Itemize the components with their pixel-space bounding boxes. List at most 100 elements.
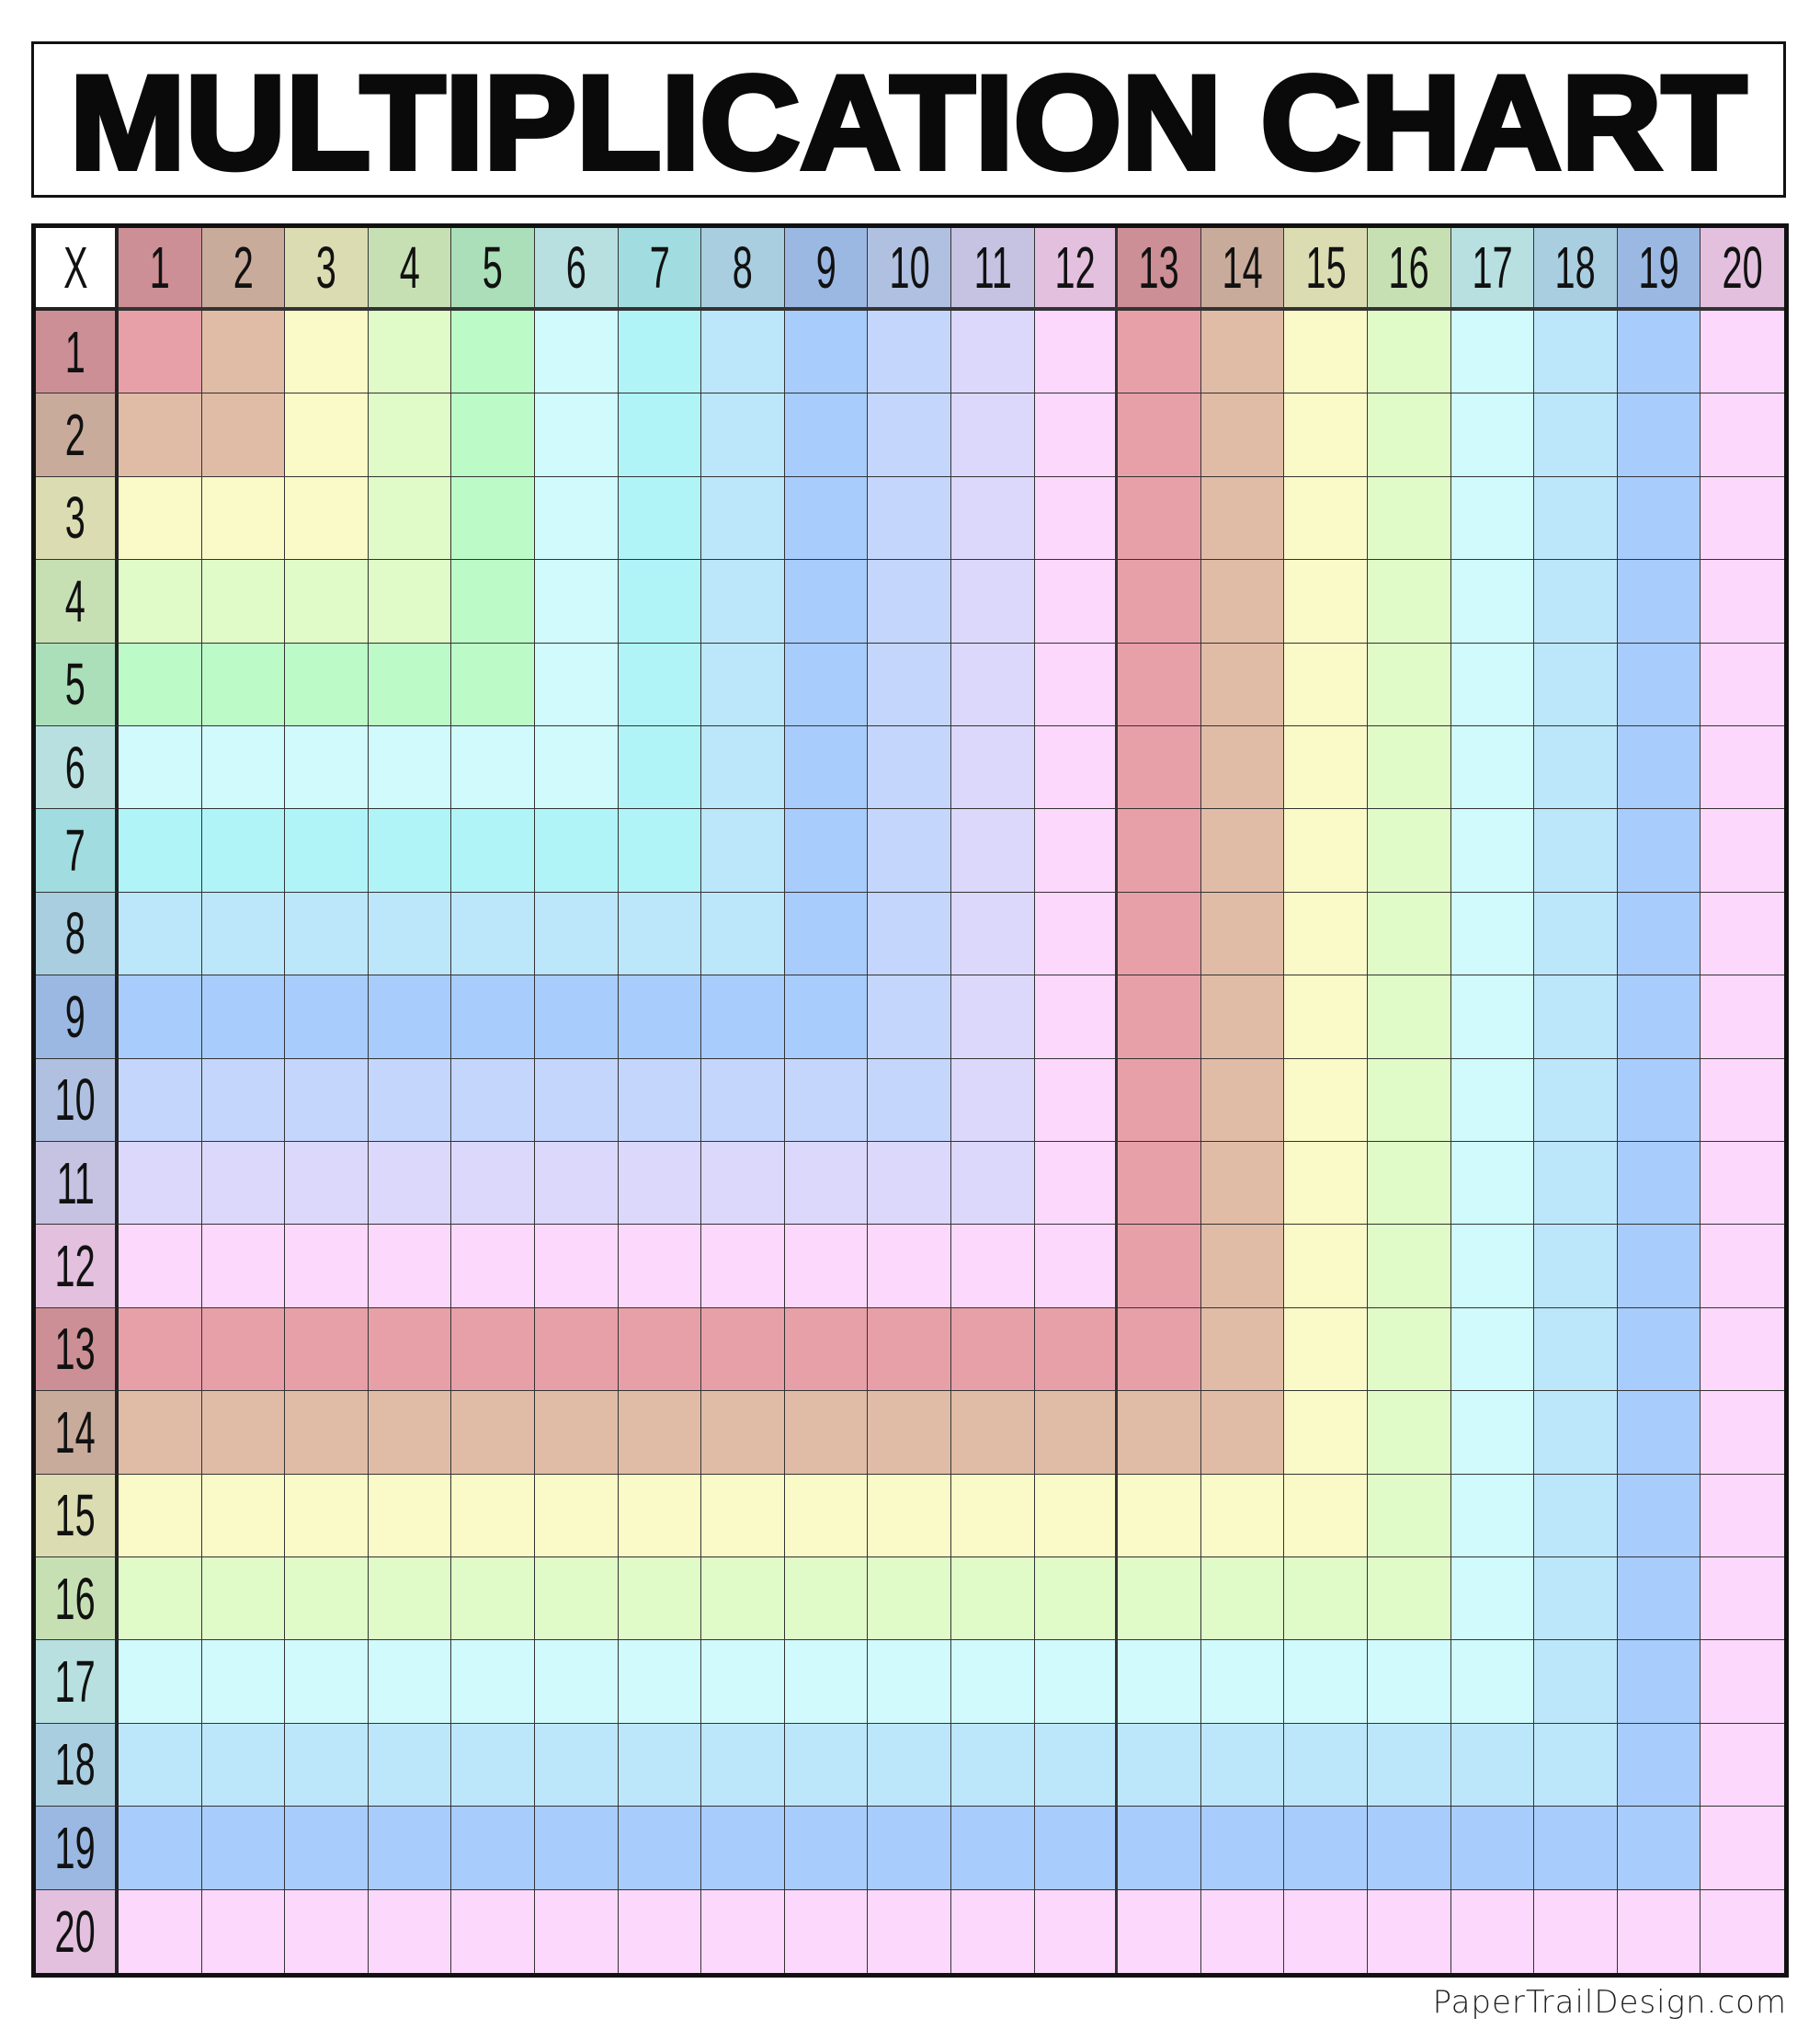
- product-cell[interactable]: [1284, 1474, 1368, 1557]
- product-cell[interactable]: [1450, 1142, 1535, 1226]
- product-cell[interactable]: [1450, 1474, 1535, 1557]
- product-cell[interactable]: [534, 1723, 619, 1807]
- product-cell[interactable]: [1284, 643, 1368, 726]
- product-cell[interactable]: [368, 1307, 452, 1392]
- product-cell[interactable]: [285, 1889, 369, 1973]
- product-cell[interactable]: [784, 1225, 869, 1308]
- product-cell[interactable]: [1534, 1142, 1618, 1226]
- product-cell[interactable]: [1617, 311, 1701, 394]
- product-cell[interactable]: [451, 1474, 535, 1557]
- product-cell[interactable]: [701, 476, 785, 561]
- product-cell[interactable]: [119, 975, 202, 1059]
- product-cell[interactable]: [701, 1474, 785, 1557]
- product-cell[interactable]: [868, 393, 951, 477]
- product-cell[interactable]: [618, 1142, 702, 1226]
- product-cell[interactable]: [368, 1058, 452, 1142]
- product-cell[interactable]: [285, 1557, 369, 1641]
- product-cell[interactable]: [1284, 1225, 1368, 1308]
- product-cell[interactable]: [1118, 643, 1201, 726]
- product-cell[interactable]: [285, 726, 369, 810]
- product-cell[interactable]: [534, 1142, 619, 1226]
- product-cell[interactable]: [1701, 311, 1784, 394]
- product-cell[interactable]: [1284, 809, 1368, 893]
- product-cell[interactable]: [1617, 1474, 1701, 1557]
- product-cell[interactable]: [701, 311, 785, 394]
- product-cell[interactable]: [1450, 975, 1535, 1059]
- product-cell[interactable]: [950, 476, 1035, 561]
- product-cell[interactable]: [701, 1557, 785, 1641]
- product-cell[interactable]: [1200, 892, 1285, 976]
- product-cell[interactable]: [618, 1058, 702, 1142]
- product-cell[interactable]: [618, 975, 702, 1059]
- product-cell[interactable]: [1701, 1807, 1784, 1890]
- product-cell[interactable]: [1200, 1889, 1285, 1973]
- product-cell[interactable]: [119, 311, 202, 394]
- product-cell[interactable]: [1701, 1474, 1784, 1557]
- product-cell[interactable]: [119, 476, 202, 561]
- product-cell[interactable]: [1450, 1807, 1535, 1890]
- product-cell[interactable]: [534, 1307, 619, 1392]
- product-cell[interactable]: [1200, 1474, 1285, 1557]
- product-cell[interactable]: [868, 1225, 951, 1308]
- product-cell[interactable]: [1200, 1225, 1285, 1308]
- product-cell[interactable]: [701, 809, 785, 893]
- product-cell[interactable]: [950, 892, 1035, 976]
- product-cell[interactable]: [1701, 643, 1784, 726]
- product-cell[interactable]: [618, 476, 702, 561]
- product-cell[interactable]: [1284, 1889, 1368, 1973]
- product-cell[interactable]: [1701, 1225, 1784, 1308]
- product-cell[interactable]: [368, 1640, 452, 1724]
- product-cell[interactable]: [1367, 643, 1451, 726]
- product-cell[interactable]: [1118, 560, 1201, 644]
- product-cell[interactable]: [1450, 1640, 1535, 1724]
- product-cell[interactable]: [1534, 726, 1618, 810]
- product-cell[interactable]: [1450, 1557, 1535, 1641]
- product-cell[interactable]: [1534, 1889, 1618, 1973]
- product-cell[interactable]: [368, 1889, 452, 1973]
- product-cell[interactable]: [201, 1058, 286, 1142]
- product-cell[interactable]: [534, 1391, 619, 1475]
- product-cell[interactable]: [868, 643, 951, 726]
- product-cell[interactable]: [451, 1723, 535, 1807]
- product-cell[interactable]: [1450, 726, 1535, 810]
- product-cell[interactable]: [368, 809, 452, 893]
- product-cell[interactable]: [1118, 1391, 1201, 1475]
- product-cell[interactable]: [784, 1889, 869, 1973]
- product-cell[interactable]: [1118, 1058, 1201, 1142]
- product-cell[interactable]: [1534, 1391, 1618, 1475]
- product-cell[interactable]: [1450, 1225, 1535, 1308]
- product-cell[interactable]: [1034, 975, 1119, 1059]
- product-cell[interactable]: [534, 393, 619, 477]
- product-cell[interactable]: [784, 1723, 869, 1807]
- product-cell[interactable]: [201, 892, 286, 976]
- product-cell[interactable]: [701, 1307, 785, 1392]
- product-cell[interactable]: [1534, 476, 1618, 561]
- product-cell[interactable]: [868, 311, 951, 394]
- product-cell[interactable]: [285, 975, 369, 1059]
- product-cell[interactable]: [201, 809, 286, 893]
- product-cell[interactable]: [534, 1058, 619, 1142]
- product-cell[interactable]: [1118, 393, 1201, 477]
- product-cell[interactable]: [201, 1557, 286, 1641]
- product-cell[interactable]: [1701, 560, 1784, 644]
- product-cell[interactable]: [451, 393, 535, 477]
- product-cell[interactable]: [1450, 809, 1535, 893]
- product-cell[interactable]: [784, 1557, 869, 1641]
- product-cell[interactable]: [1701, 476, 1784, 561]
- product-cell[interactable]: [285, 1723, 369, 1807]
- product-cell[interactable]: [1450, 560, 1535, 644]
- product-cell[interactable]: [1034, 1307, 1119, 1392]
- product-cell[interactable]: [1034, 1142, 1119, 1226]
- product-cell[interactable]: [950, 1889, 1035, 1973]
- product-cell[interactable]: [1617, 1807, 1701, 1890]
- product-cell[interactable]: [1118, 311, 1201, 394]
- product-cell[interactable]: [1118, 1640, 1201, 1724]
- product-cell[interactable]: [1200, 1391, 1285, 1475]
- product-cell[interactable]: [285, 643, 369, 726]
- product-cell[interactable]: [1200, 1807, 1285, 1890]
- product-cell[interactable]: [701, 393, 785, 477]
- product-cell[interactable]: [1534, 1807, 1618, 1890]
- product-cell[interactable]: [1118, 1723, 1201, 1807]
- product-cell[interactable]: [534, 560, 619, 644]
- product-cell[interactable]: [1617, 1557, 1701, 1641]
